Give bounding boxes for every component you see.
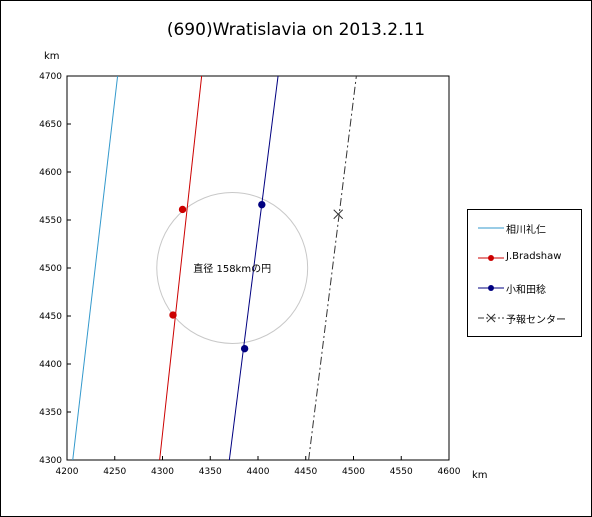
series-marker-2 xyxy=(169,311,177,319)
y-tick-label: 4350 xyxy=(39,408,62,418)
y-tick-label: 4600 xyxy=(39,168,62,178)
legend-swatch xyxy=(478,255,504,261)
x-tick-label: 4400 xyxy=(247,467,270,477)
y-tick-label: 4450 xyxy=(39,312,62,322)
legend-item-1: 相川礼仁 xyxy=(468,218,581,238)
circle-label: 直径 158kmの円 xyxy=(193,262,271,275)
legend-label: 相川礼仁 xyxy=(506,225,546,236)
series-group xyxy=(72,76,357,460)
series-line-1 xyxy=(72,76,119,460)
y-axis-unit-label: km xyxy=(44,51,60,62)
x-tick-label: 4300 xyxy=(151,467,174,477)
legend-item-3: 小和田稔 xyxy=(468,278,581,298)
y-tick-label: 4400 xyxy=(39,360,62,370)
y-tick-label: 4500 xyxy=(39,264,62,274)
diameter-circle xyxy=(156,192,309,344)
legend: 相川礼仁 J.Bradshaw 小和田稔予報センター xyxy=(467,209,582,337)
x-tick-label: 4450 xyxy=(294,467,317,477)
x-tick-label: 4550 xyxy=(390,467,413,477)
legend-swatch xyxy=(478,227,504,229)
legend-label: 小和田稔 xyxy=(506,285,546,296)
legend-swatch-marker xyxy=(488,255,494,261)
y-tick-label: 4550 xyxy=(39,216,62,226)
legend-item-2: J.Bradshaw xyxy=(468,248,581,268)
legend-swatch xyxy=(478,313,504,323)
legend-swatch-marker xyxy=(488,285,494,291)
legend-label: J.Bradshaw xyxy=(506,251,562,262)
series-marker-3 xyxy=(258,200,266,209)
chart-title: (690)Wratislavia on 2013.2.11 xyxy=(166,20,426,40)
series-line-2 xyxy=(159,76,203,460)
x-axis-unit-label: km xyxy=(472,470,488,481)
x-tick-label: 4200 xyxy=(56,467,79,477)
legend-item-4: 予報センター xyxy=(468,308,581,328)
prediction-center-marker xyxy=(333,209,344,220)
legend-label: 予報センター xyxy=(506,315,566,326)
x-tick-label: 4600 xyxy=(438,467,461,477)
x-tick-label: 4500 xyxy=(342,467,365,477)
legend-swatch-x-marker xyxy=(486,313,496,323)
series-line-4 xyxy=(308,76,357,460)
y-tick-label: 4700 xyxy=(39,72,62,82)
series-marker-3 xyxy=(240,344,249,353)
y-tick-label: 4300 xyxy=(39,456,62,466)
legend-swatch xyxy=(478,285,504,291)
series-marker-2 xyxy=(178,205,187,214)
x-tick-label: 4250 xyxy=(103,467,126,477)
x-tick-label: 4350 xyxy=(199,467,222,477)
y-tick-label: 4650 xyxy=(39,120,62,130)
series-line-3 xyxy=(228,76,279,460)
